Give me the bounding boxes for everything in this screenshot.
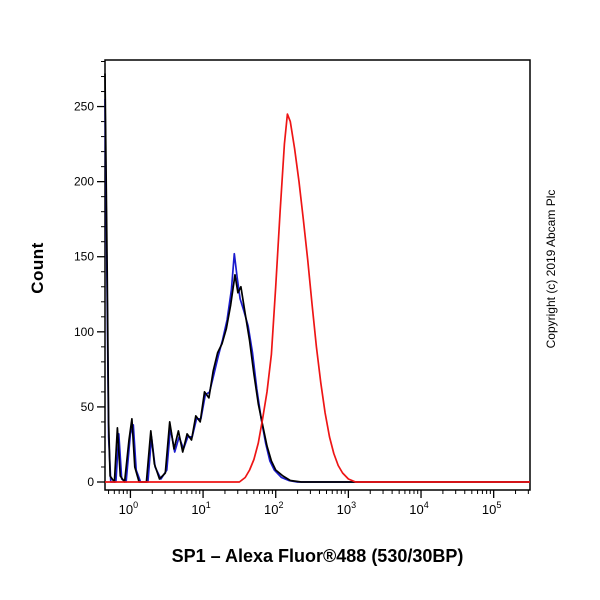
x-tick-label: 103 bbox=[337, 500, 356, 517]
y-tick-label: 100 bbox=[74, 325, 94, 339]
y-tick-label: 150 bbox=[74, 250, 94, 264]
plot-frame bbox=[104, 59, 531, 491]
chart-caption: SP1 – Alexa Fluor®488 (530/30BP) bbox=[171, 546, 464, 566]
x-tick-label: 102 bbox=[264, 500, 283, 517]
black-curve-control bbox=[104, 73, 530, 483]
plot-axes: 0 50 100 150 200 250 100 101 102 103 104 105 bbox=[74, 59, 531, 517]
y-tick-label: 0 bbox=[87, 475, 94, 489]
x-tick-label: 105 bbox=[482, 500, 501, 517]
y-tick-label: 250 bbox=[74, 100, 94, 114]
y-tick-label: 200 bbox=[74, 175, 94, 189]
x-tick-label: 101 bbox=[191, 500, 210, 517]
copyright-text: Copyright (c) 2019 Abcam Plc bbox=[544, 189, 558, 349]
plot-series bbox=[104, 73, 530, 483]
y-tick-label: 50 bbox=[81, 400, 95, 414]
x-tick-label: 100 bbox=[119, 500, 138, 517]
red-curve-sp1-af488 bbox=[105, 113, 530, 483]
x-tick-label: 104 bbox=[409, 500, 428, 517]
y-axis-label: Count bbox=[28, 242, 47, 294]
